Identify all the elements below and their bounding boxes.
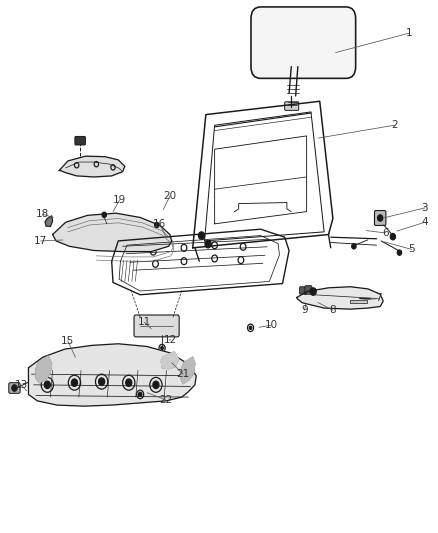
- Text: 15: 15: [61, 336, 74, 346]
- Polygon shape: [59, 156, 125, 177]
- Text: 17: 17: [34, 236, 47, 246]
- Text: 7: 7: [375, 294, 382, 303]
- Circle shape: [102, 212, 106, 217]
- Circle shape: [198, 232, 205, 239]
- Text: 2: 2: [391, 120, 398, 130]
- Circle shape: [44, 381, 50, 389]
- Text: 13: 13: [14, 380, 28, 390]
- Circle shape: [378, 215, 383, 221]
- Text: 18: 18: [36, 209, 49, 219]
- Polygon shape: [36, 356, 52, 383]
- Text: 22: 22: [159, 395, 172, 405]
- Circle shape: [390, 233, 396, 240]
- Text: 16: 16: [153, 219, 166, 229]
- FancyBboxPatch shape: [9, 383, 20, 393]
- Circle shape: [397, 250, 402, 255]
- Text: 11: 11: [138, 318, 151, 327]
- Circle shape: [352, 244, 356, 249]
- Text: 21: 21: [177, 369, 190, 379]
- Circle shape: [138, 392, 142, 397]
- Polygon shape: [53, 213, 172, 252]
- Polygon shape: [180, 357, 195, 384]
- Text: 6: 6: [382, 228, 389, 238]
- FancyBboxPatch shape: [374, 211, 386, 225]
- Polygon shape: [45, 216, 53, 227]
- Circle shape: [99, 378, 105, 385]
- Polygon shape: [297, 287, 383, 309]
- Circle shape: [155, 222, 159, 228]
- Circle shape: [126, 379, 132, 386]
- Circle shape: [205, 240, 211, 248]
- FancyBboxPatch shape: [75, 136, 85, 145]
- Bar: [350, 300, 367, 303]
- Polygon shape: [28, 344, 196, 406]
- Text: 10: 10: [265, 320, 278, 330]
- Text: 3: 3: [421, 203, 428, 213]
- Text: 5: 5: [408, 245, 415, 254]
- Circle shape: [161, 346, 163, 350]
- Text: 9: 9: [301, 305, 308, 315]
- Circle shape: [153, 381, 159, 389]
- FancyBboxPatch shape: [300, 287, 307, 294]
- FancyBboxPatch shape: [285, 102, 299, 110]
- Text: 4: 4: [421, 217, 428, 227]
- FancyBboxPatch shape: [134, 315, 179, 337]
- Text: 19: 19: [113, 195, 126, 205]
- FancyBboxPatch shape: [251, 7, 356, 78]
- Polygon shape: [161, 352, 179, 369]
- Text: 8: 8: [329, 305, 336, 315]
- Circle shape: [310, 288, 316, 295]
- Circle shape: [71, 379, 78, 386]
- FancyBboxPatch shape: [305, 286, 312, 293]
- Text: 12: 12: [164, 335, 177, 344]
- Text: 1: 1: [406, 28, 413, 38]
- Circle shape: [249, 326, 252, 329]
- Text: 20: 20: [163, 191, 177, 201]
- Circle shape: [12, 385, 17, 391]
